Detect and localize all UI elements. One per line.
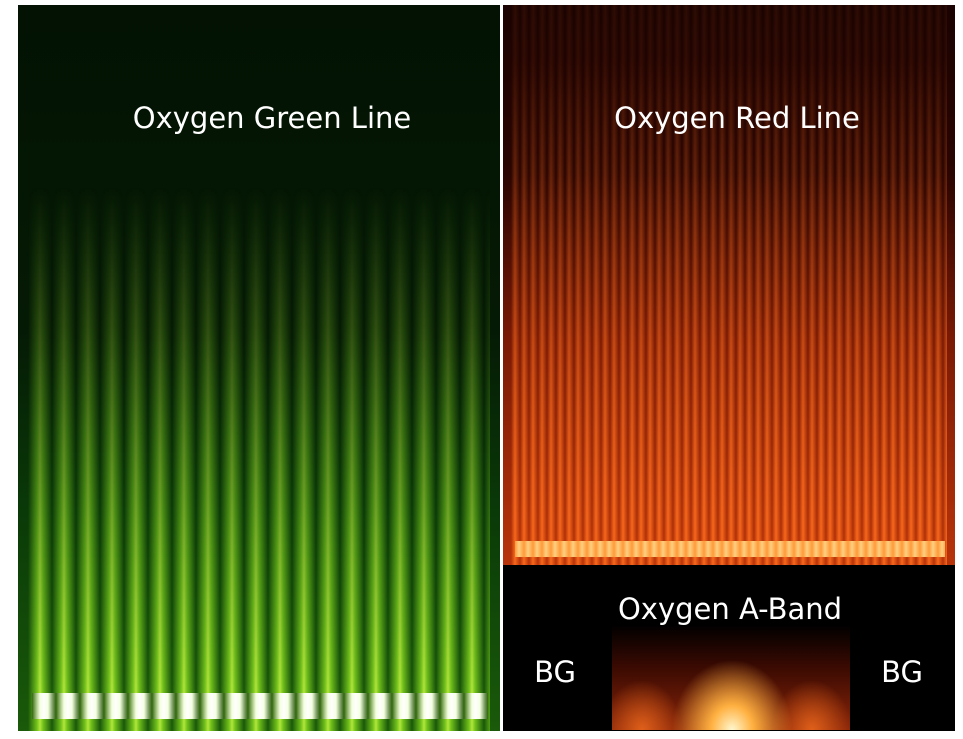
red-base — [515, 541, 945, 557]
panel-label: Oxygen Green Line — [133, 101, 411, 135]
aband-image — [612, 625, 850, 730]
side-label: BG — [881, 655, 923, 689]
side-label: BG — [534, 655, 576, 689]
red-stripes — [511, 5, 947, 565]
page: Oxygen Green Line Oxygen Red Line Oxygen… — [0, 0, 963, 739]
green-base — [32, 693, 488, 719]
panel-label: Oxygen A-Band — [618, 592, 842, 626]
panel-label: Oxygen Red Line — [614, 101, 860, 135]
red-line-image — [503, 5, 955, 565]
